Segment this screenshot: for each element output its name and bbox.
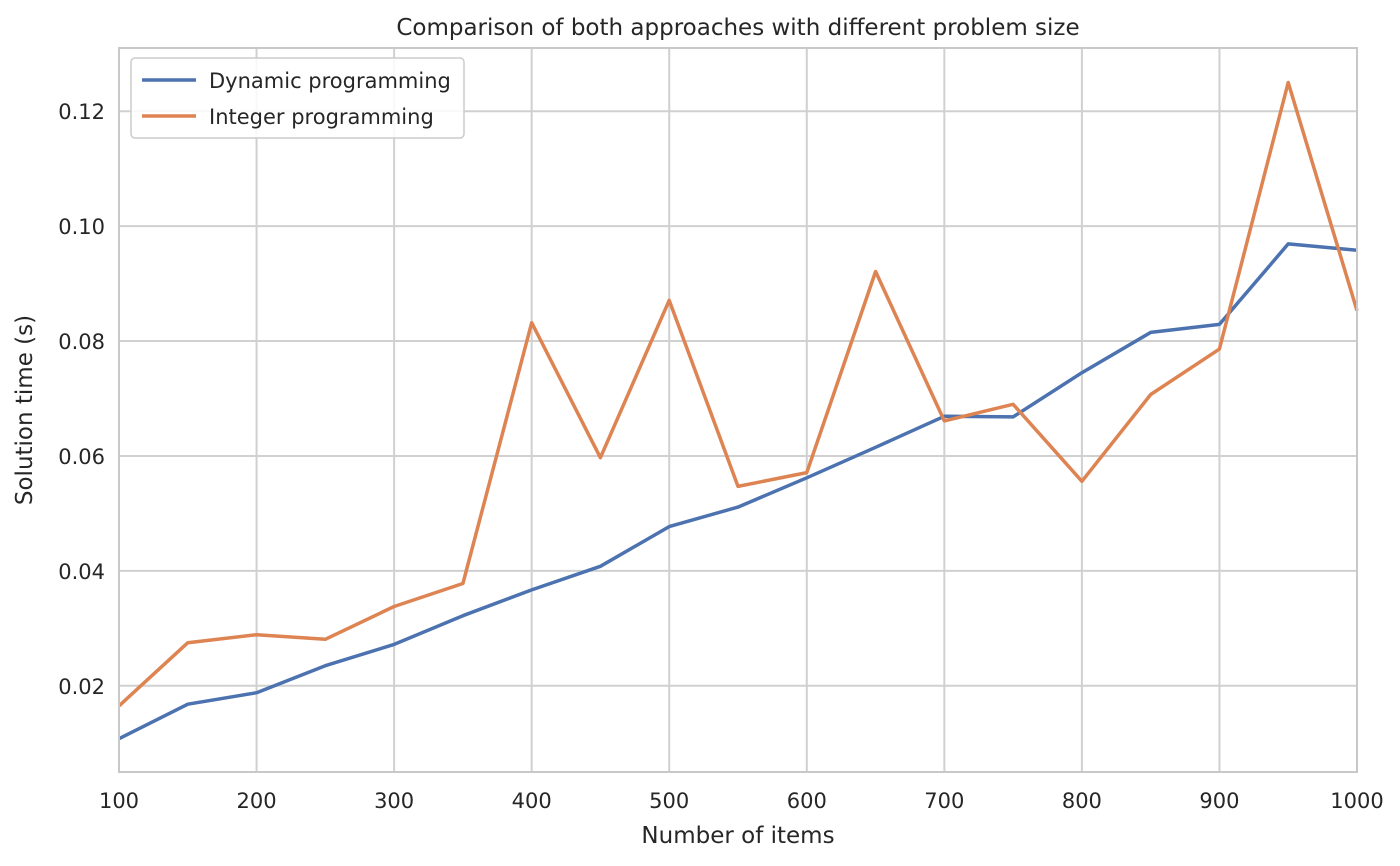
x-tick-label: 700 xyxy=(924,789,964,813)
x-tick-label: 400 xyxy=(512,789,552,813)
y-tick-labels: 0.02 0.04 0.06 0.08 0.10 0.12 xyxy=(58,100,105,699)
y-axis-label: Solution time (s) xyxy=(12,315,38,505)
x-tick-label: 800 xyxy=(1062,789,1102,813)
grid-lines xyxy=(118,48,1358,772)
x-tick-label: 100 xyxy=(99,789,139,813)
x-tick-label: 1000 xyxy=(1330,789,1383,813)
x-tick-label: 600 xyxy=(787,789,827,813)
x-tick-label: 200 xyxy=(237,789,277,813)
y-tick-label: 0.10 xyxy=(58,215,105,239)
series-lines xyxy=(117,80,1359,741)
series-line-integer-programming xyxy=(117,80,1359,708)
x-tick-label: 500 xyxy=(649,789,689,813)
legend-label-integer-programming: Integer programming xyxy=(209,105,434,129)
legend-box xyxy=(130,57,465,139)
legend-label-dynamic-programming: Dynamic programming xyxy=(209,69,451,93)
y-tick-label: 0.02 xyxy=(58,675,105,699)
chart-title: Comparison of both approaches with diffe… xyxy=(396,15,1079,41)
y-tick-label: 0.06 xyxy=(58,445,105,469)
x-tick-labels: 100 200 300 400 500 600 700 800 900 1000 xyxy=(99,789,1384,813)
y-tick-label: 0.04 xyxy=(58,560,105,584)
x-axis-label: Number of items xyxy=(641,823,834,849)
series-line-dynamic-programming xyxy=(118,242,1358,741)
legend: Dynamic programming Integer programming xyxy=(130,57,465,139)
x-tick-label: 300 xyxy=(374,789,414,813)
plot-frame xyxy=(118,47,1358,773)
y-tick-label: 0.12 xyxy=(58,100,105,124)
y-tick-label: 0.08 xyxy=(58,330,105,354)
x-tick-label: 900 xyxy=(1199,789,1239,813)
